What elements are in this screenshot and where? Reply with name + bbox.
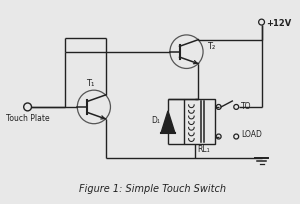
Text: T₁: T₁ (86, 79, 94, 88)
Text: +12V: +12V (266, 19, 292, 28)
Text: TO: TO (241, 101, 252, 110)
Text: RL₁: RL₁ (197, 145, 209, 154)
Bar (184, 100, 215, 145)
Text: LOAD: LOAD (241, 129, 262, 138)
Text: T₂: T₂ (207, 42, 215, 51)
Text: Figure 1: Simple Touch Switch: Figure 1: Simple Touch Switch (79, 183, 226, 193)
Polygon shape (161, 111, 175, 133)
Text: D₁: D₁ (151, 115, 160, 124)
Text: Touch Plate: Touch Plate (6, 113, 50, 122)
